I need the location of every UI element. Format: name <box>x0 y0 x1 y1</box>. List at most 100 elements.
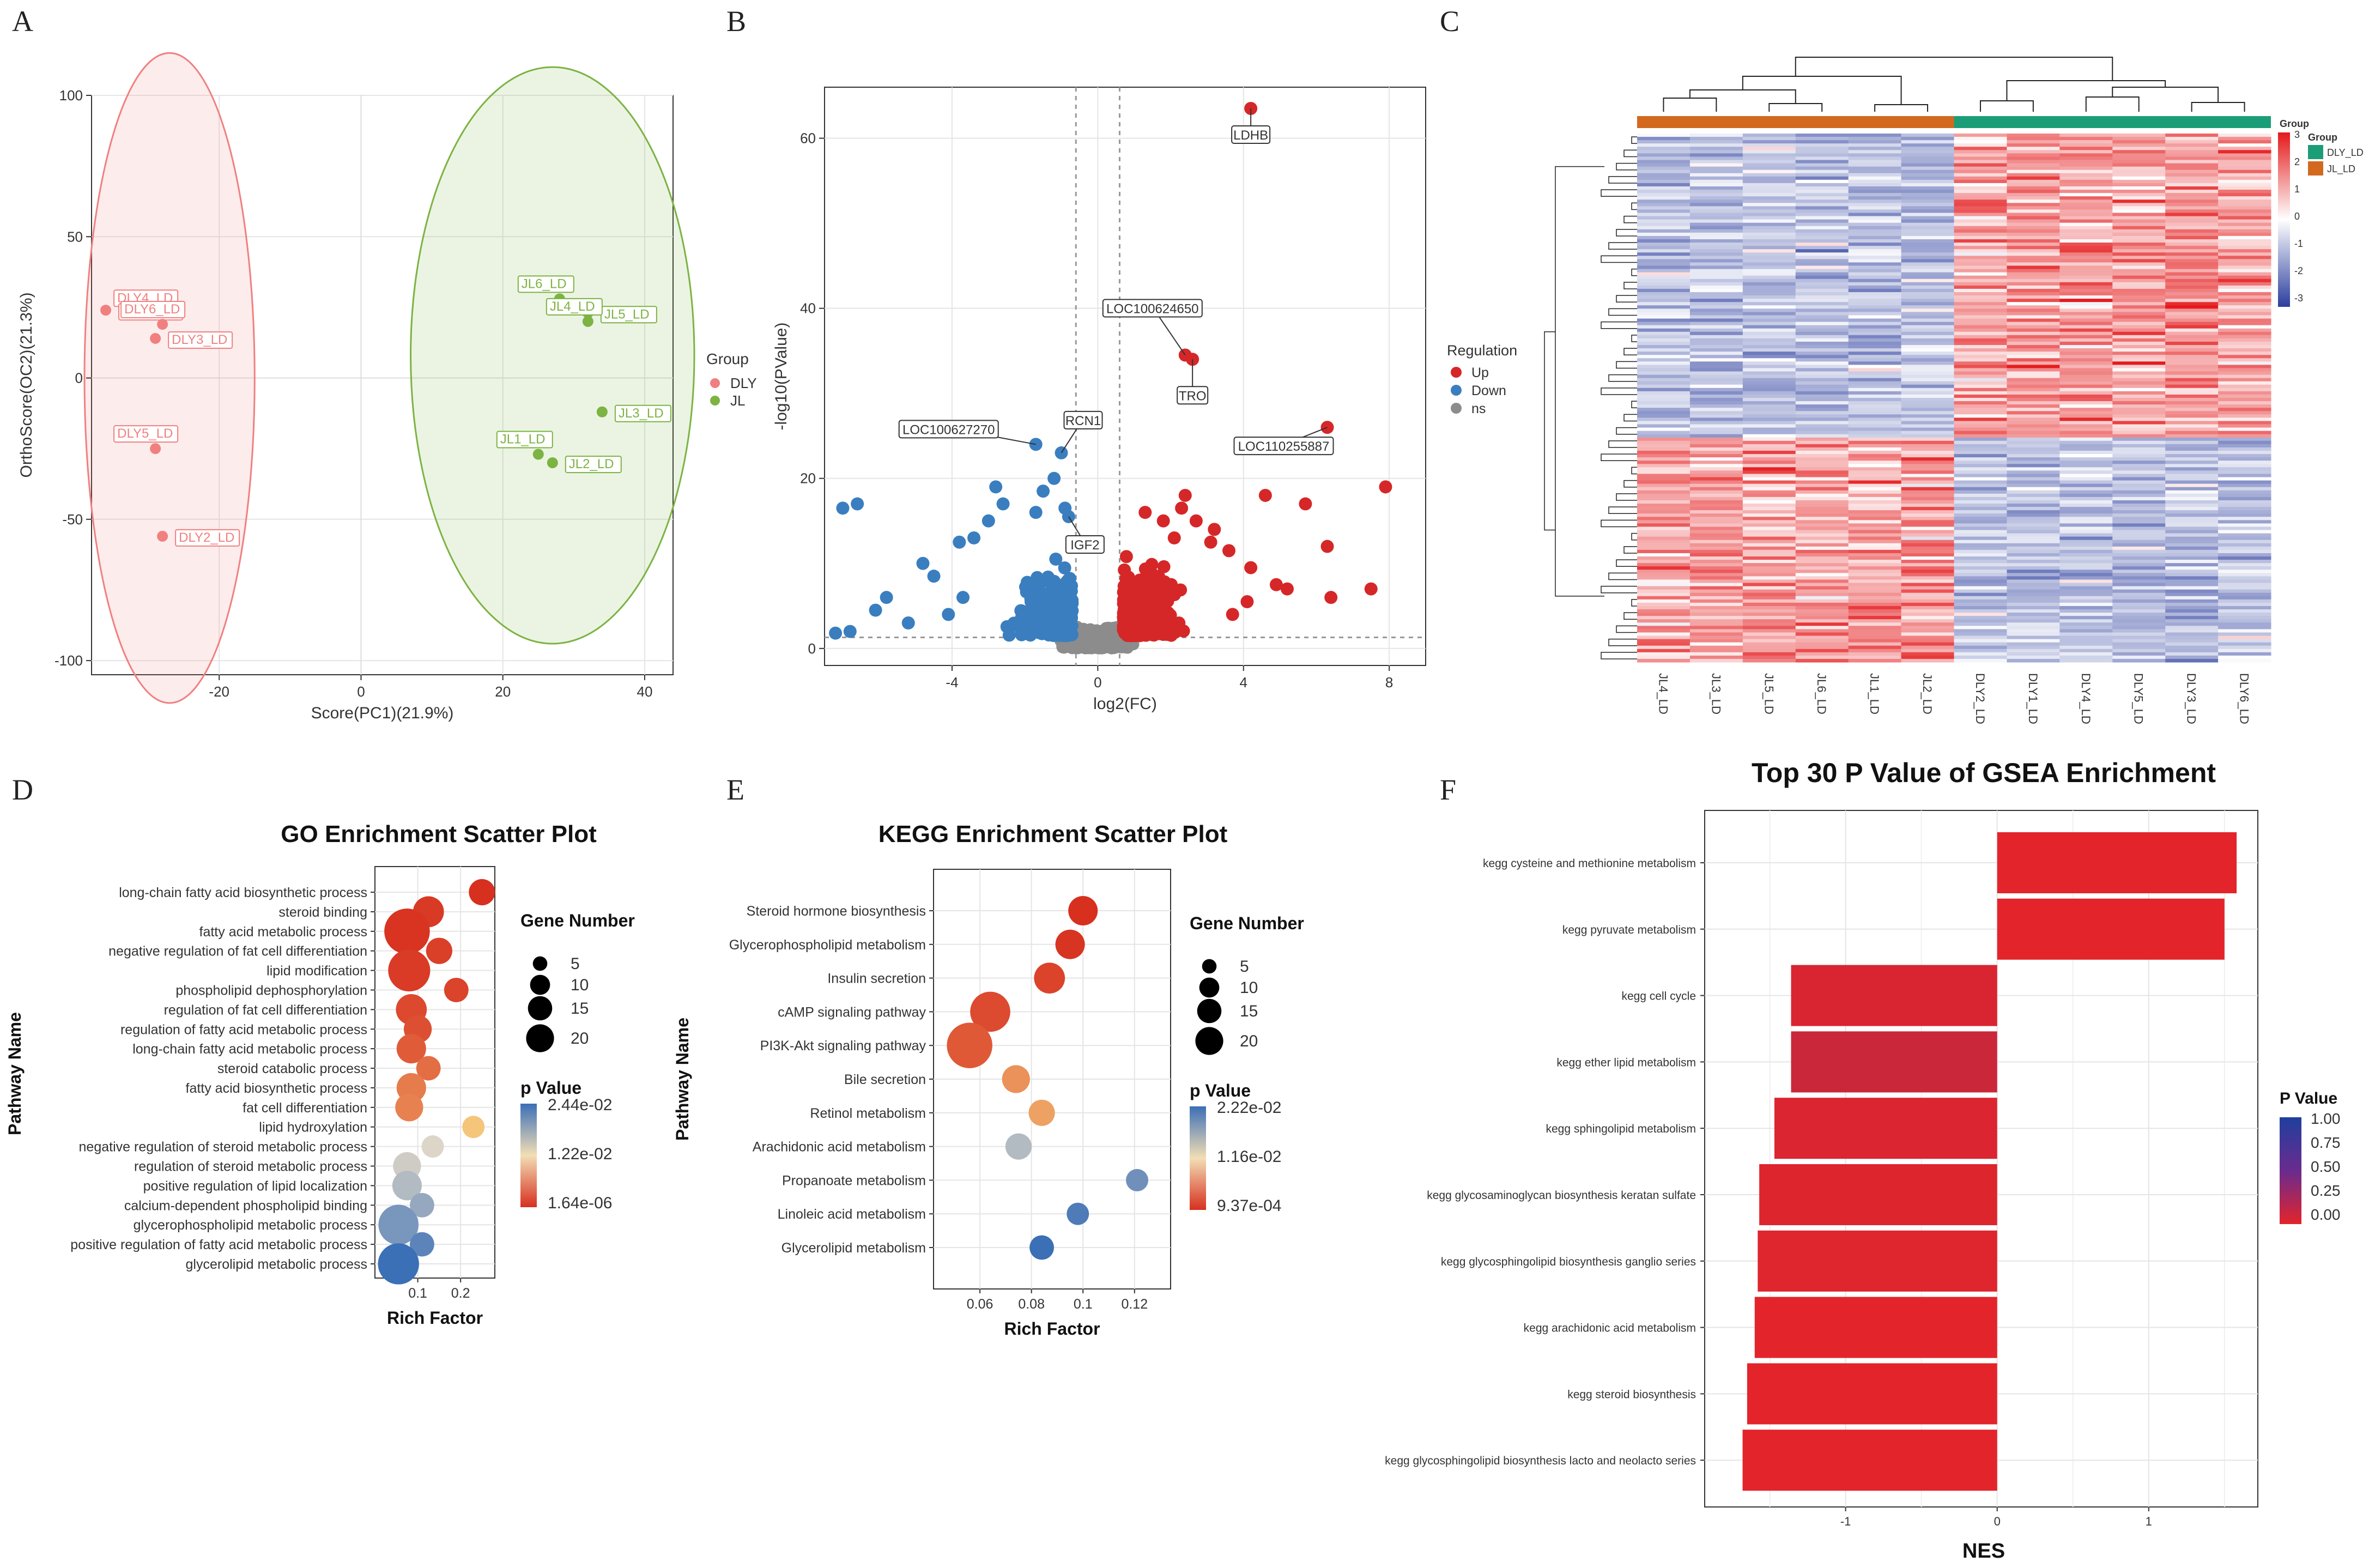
heatmap-cell <box>1848 219 1902 223</box>
heatmap-dendrogram-branch <box>1623 480 1637 488</box>
heatmap-cell <box>1954 490 2007 494</box>
go-enrichment-size-legend-label: 20 <box>571 1030 589 1048</box>
heatmap-cell <box>1954 183 2007 187</box>
heatmap-cell <box>1954 563 2007 567</box>
heatmap-cell <box>1954 229 2007 233</box>
heatmap-cell <box>1637 658 1691 663</box>
heatmap-cell <box>1637 179 1691 184</box>
heatmap-cell <box>2112 563 2166 567</box>
heatmap-cell <box>1742 183 1796 187</box>
heatmap-cell <box>2218 219 2271 223</box>
heatmap-cell <box>1954 325 2007 329</box>
heatmap-cell <box>2218 226 2271 230</box>
heatmap-cell <box>2218 609 2271 613</box>
heatmap-cell <box>1954 570 2007 573</box>
heatmap-cell <box>1848 517 1902 520</box>
heatmap-cell <box>2007 226 2060 230</box>
heatmap-cell <box>1689 427 1743 432</box>
kegg-enrichment-term-bubble <box>1067 1202 1089 1225</box>
heatmap-cell <box>1795 312 1849 316</box>
heatmap-cell <box>1795 530 1849 534</box>
heatmap-cell <box>2007 467 2060 471</box>
heatmap-cell <box>1742 193 1796 197</box>
heatmap-cell <box>1795 381 1849 385</box>
heatmap-cell <box>1848 573 1902 577</box>
heatmap-cell <box>1689 626 1743 629</box>
heatmap-cell <box>1901 497 1954 501</box>
heatmap-cell <box>2112 213 2166 217</box>
heatmap-cell <box>2007 520 2060 524</box>
heatmap-cell <box>2165 586 2219 590</box>
heatmap-cell <box>2218 209 2271 213</box>
heatmap-cell <box>1901 265 1954 270</box>
heatmap-cell <box>1637 371 1691 376</box>
heatmap-cell <box>1742 308 1796 312</box>
heatmap-cell <box>2007 338 2060 342</box>
heatmap-cell <box>1637 256 1691 259</box>
heatmap-cell <box>2059 305 2113 309</box>
heatmap-cell <box>2007 134 2060 137</box>
heatmap-cell <box>2112 365 2166 368</box>
heatmap-cell <box>1689 384 1743 389</box>
pca-point-label-box <box>614 404 671 422</box>
heatmap-cell <box>2218 288 2271 293</box>
kegg-enrichment-term-bubble <box>1005 1133 1032 1160</box>
heatmap-cell <box>1901 163 1954 167</box>
heatmap-cell <box>1795 352 1849 355</box>
heatmap-cell <box>1689 341 1743 346</box>
heatmap-cell <box>2007 411 2060 415</box>
heatmap-cell <box>2112 546 2166 550</box>
heatmap-cell <box>1795 517 1849 520</box>
heatmap-cell <box>2059 355 2113 359</box>
heatmap-cell <box>1689 431 1743 435</box>
kegg-enrichment-size-legend-key <box>1199 977 1220 998</box>
heatmap-cell <box>1742 427 1796 432</box>
heatmap-cell <box>2007 352 2060 355</box>
heatmap-cell <box>1637 269 1691 273</box>
heatmap-cell <box>2059 147 2113 150</box>
heatmap-cell <box>1637 163 1691 167</box>
heatmap-cell <box>2059 437 2113 441</box>
heatmap-cell <box>2007 477 2060 481</box>
volcano-y-tick-label: 60 <box>800 130 816 147</box>
go-enrichment-term-bubble <box>410 1232 434 1257</box>
heatmap-cell <box>1689 622 1743 626</box>
heatmap-cell <box>2112 282 2166 286</box>
heatmap-cell <box>1848 381 1902 385</box>
heatmap-cell <box>2007 394 2060 398</box>
heatmap-cell <box>2112 427 2166 432</box>
heatmap-cell <box>1848 493 1902 498</box>
heatmap-cell <box>1848 467 1902 471</box>
heatmap-cell <box>1848 371 1902 376</box>
volcano-point-up <box>1138 506 1152 519</box>
heatmap-cell <box>2112 616 2166 620</box>
heatmap-cell <box>1901 632 1954 636</box>
heatmap-cell <box>2007 239 2060 243</box>
heatmap-cell <box>2112 480 2166 485</box>
heatmap-cell <box>1848 639 1902 643</box>
heatmap-cell <box>1848 619 1902 623</box>
heatmap-cell <box>2007 470 2060 474</box>
volcano-point-up <box>1150 613 1164 627</box>
heatmap-cell <box>2218 500 2271 504</box>
heatmap-dendrogram-branch <box>1608 572 1637 580</box>
heatmap-cell <box>2007 322 2060 326</box>
heatmap-cell <box>1901 275 1954 280</box>
heatmap-cell <box>1848 295 1902 299</box>
heatmap-cell <box>1848 563 1902 567</box>
heatmap-cell <box>2059 583 2113 587</box>
go-enrichment-term-bubble <box>426 937 452 964</box>
heatmap-cell <box>1637 490 1691 494</box>
kegg-enrichment-size-legend-key <box>1195 1027 1223 1055</box>
heatmap-cell <box>2218 328 2271 332</box>
heatmap-cell <box>2218 530 2271 534</box>
heatmap-cell <box>1901 526 1954 530</box>
heatmap-cell <box>2112 295 2166 299</box>
volcano-y-axis-title: -log10(PValue) <box>772 323 790 431</box>
heatmap-cell <box>1689 315 1743 319</box>
heatmap-cell <box>2165 179 2219 184</box>
heatmap-cell <box>1954 573 2007 577</box>
gsea-term-label: kegg ether lipid metabolism <box>1556 1056 1696 1069</box>
heatmap-cell <box>2165 592 2219 597</box>
go-enrichment-term-bubble <box>416 1056 441 1081</box>
